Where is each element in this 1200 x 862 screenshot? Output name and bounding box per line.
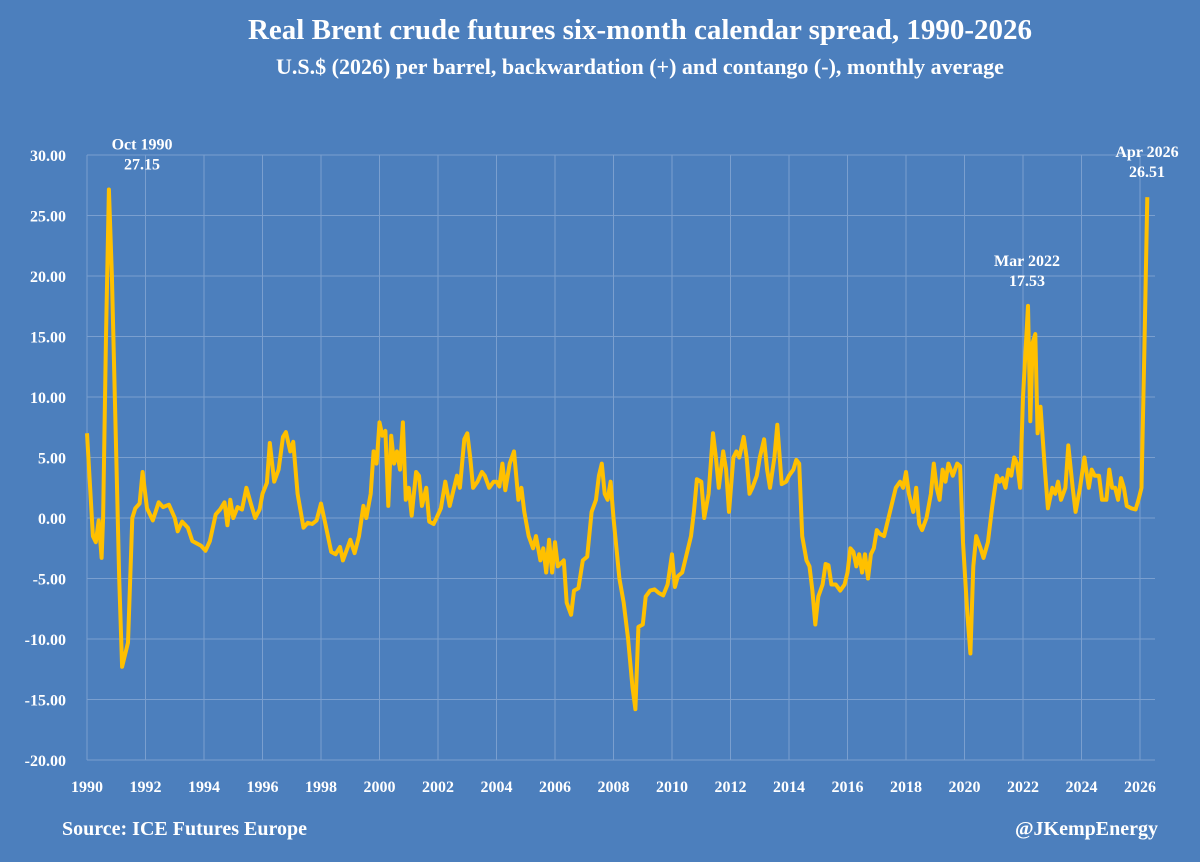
gridlines [86,154,1155,761]
y-tick-label: 25.00 [30,209,66,226]
y-tick-label: -20.00 [25,753,66,770]
annotation-value: 26.51 [1129,164,1165,181]
x-tick-label: 2016 [832,779,864,796]
x-tick-label: 2012 [715,779,747,796]
x-tick-label: 2010 [656,779,688,796]
x-tick-label: 2000 [364,779,396,796]
source-note: Source: ICE Futures Europe [62,818,308,840]
x-tick-label: 2022 [1007,779,1039,796]
x-tick-label: 1990 [71,779,103,796]
chart-title: Real Brent crude futures six-month calen… [247,14,1033,46]
x-tick-label: 1998 [305,779,337,796]
annotations: Oct 1990 27.15 Mar 2022 17.53 Apr 2026 26.51 [112,136,1179,289]
annotation-value: 27.15 [124,156,160,173]
x-tick-label: 2014 [773,779,805,796]
x-tick-label: 2024 [1066,779,1098,796]
y-tick-label: 20.00 [30,269,66,286]
y-axis-ticks: 30.00 25.00 20.00 15.00 10.00 5.00 0.00 -5.00 -1… [25,148,66,770]
x-tick-label: 1994 [188,779,220,796]
y-tick-label: -10.00 [25,632,66,649]
annotation-label: Mar 2022 [994,253,1060,270]
series-line [85,187,1150,712]
y-tick-label: 15.00 [30,330,66,347]
x-tick-label: 1992 [130,779,162,796]
annotation-label: Oct 1990 [112,136,173,153]
x-tick-label: 1996 [247,779,279,796]
y-tick-label: 5.00 [38,451,66,468]
x-tick-label: 2026 [1124,779,1156,796]
x-axis-ticks: 1990 1992 1994 1996 1998 2000 2002 2004 2006 2008… [71,779,1156,796]
x-tick-label: 2004 [481,779,513,796]
author-handle: @JKempEnergy [1014,818,1158,840]
y-tick-label: 0.00 [38,511,66,528]
x-tick-label: 2018 [890,779,922,796]
x-tick-label: 2006 [539,779,571,796]
x-tick-label: 2002 [422,779,454,796]
y-tick-label: -5.00 [33,572,66,589]
x-tick-label: 2020 [949,779,981,796]
y-tick-label: -15.00 [25,693,66,710]
chart-subtitle: U.S.$ (2026) per barrel, backwardation (… [276,54,1004,79]
y-tick-label: 30.00 [30,148,66,165]
y-tick-label: 10.00 [30,390,66,407]
annotation-value: 17.53 [1009,273,1045,290]
annotation-label: Apr 2026 [1115,144,1178,161]
x-tick-label: 2008 [598,779,630,796]
